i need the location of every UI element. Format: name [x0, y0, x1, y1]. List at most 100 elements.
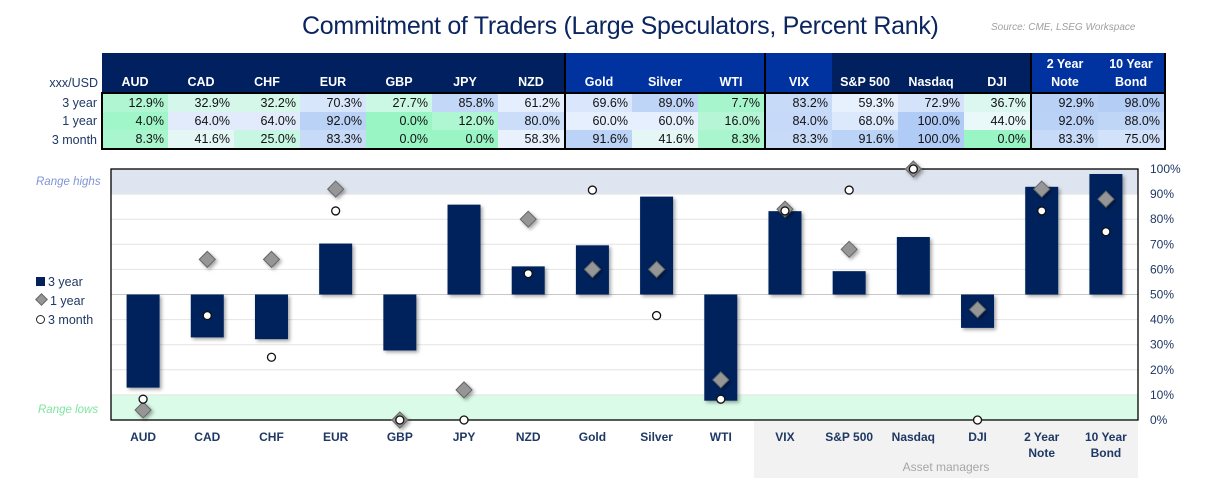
bar-3-year: [126, 294, 160, 388]
asset-managers-group-box: [754, 421, 1138, 478]
bar-3-year: [640, 196, 674, 295]
row-label: 1 year: [30, 112, 103, 130]
bar-3-year: [1025, 186, 1059, 295]
marker-3-month: [587, 185, 598, 195]
table-cell: 12.0%: [432, 112, 498, 130]
table-cell: 44.0%: [964, 112, 1031, 130]
range-highs-label: Range highs: [36, 176, 101, 188]
marker-1-year: [1033, 180, 1051, 198]
table-cell: 91.6%: [832, 130, 898, 150]
table-cell: 58.3%: [498, 130, 565, 150]
column-header: 2 Year Note: [1030, 53, 1098, 94]
bar-3-year: [254, 294, 288, 340]
x-category-label: 10 Year Bond: [1085, 430, 1127, 460]
table-cell: 75.0%: [1098, 130, 1166, 150]
marker-3-month: [844, 185, 854, 195]
table-cell: 59.3%: [832, 93, 898, 112]
row-label: 3 year: [30, 93, 103, 112]
column-header: CHF: [234, 53, 300, 94]
x-category-label: Gold: [579, 430, 606, 444]
bar-swatch-icon: [36, 277, 45, 286]
legend-item-1-year: 1 year: [35, 293, 85, 308]
bar-3-year: [832, 271, 866, 295]
table-cell: 70.3%: [300, 93, 366, 112]
x-category-label: Nasdaq: [892, 430, 935, 444]
table-cell: 16.0%: [698, 112, 765, 130]
page-title: Commitment of Traders (Large Speculators…: [302, 12, 939, 40]
table-cell: 88.0%: [1098, 112, 1166, 130]
bar-3-year: [319, 243, 353, 295]
table-cell: 85.8%: [432, 93, 498, 112]
table-cell: 84.0%: [764, 112, 832, 130]
marker-3-month: [651, 310, 662, 321]
marker-3-month: [972, 415, 983, 425]
table-cell: 8.3%: [698, 130, 765, 150]
marker-1-year: [968, 300, 987, 319]
table-cell: 0.0%: [964, 130, 1031, 150]
column-header: JPY: [432, 53, 498, 94]
table-cell: 8.3%: [102, 130, 168, 150]
table-cell: 83.3%: [1030, 130, 1098, 150]
table-cell: 100.0%: [898, 112, 964, 130]
table-cell: 41.6%: [168, 130, 234, 150]
column-header: GBP: [366, 53, 432, 94]
table-cell: 0.0%: [366, 112, 432, 130]
table-row: 1 year 4.0% 64.0% 64.0% 92.0% 0.0% 12.0% 80.0% 6…: [30, 112, 1166, 130]
source-note: Source: CME, LSEG Workspace: [991, 22, 1136, 33]
marker-1-year: [326, 180, 345, 198]
marker-3-month: [266, 352, 277, 362]
x-category-label: Silver: [640, 430, 673, 444]
table-cell: 41.6%: [632, 130, 698, 150]
bar-3-year: [447, 204, 481, 295]
x-category-label: VIX: [775, 430, 794, 444]
marker-3-month: [523, 269, 533, 279]
table-cell: 0.0%: [432, 130, 498, 150]
table-cell: 83.2%: [764, 93, 832, 112]
column-header: Gold: [564, 53, 632, 94]
table-cell: 64.0%: [234, 112, 300, 130]
column-header: 10 Year Bond: [1098, 53, 1166, 94]
legend-label: 1 year: [50, 294, 85, 308]
marker-1-year: [583, 260, 602, 279]
marker-1-year: [519, 210, 537, 228]
y-tick-label: 60%: [1150, 262, 1174, 276]
table-cell: 91.6%: [564, 130, 632, 150]
legend-item-3-month: 3 month: [36, 313, 93, 327]
table-cell: 83.3%: [764, 130, 832, 150]
table-cell: 64.0%: [168, 112, 234, 130]
table-cell: 83.3%: [300, 130, 366, 150]
x-category-label: CHF: [259, 430, 284, 444]
range-highs-band: [111, 169, 1138, 195]
column-header: S&P 500: [832, 53, 898, 94]
table-cell: 69.6%: [564, 93, 632, 112]
y-tick-label: 20%: [1150, 363, 1174, 377]
x-category-label: JPY: [453, 430, 476, 444]
marker-1-year: [840, 240, 858, 259]
table-cell: 36.7%: [964, 93, 1031, 112]
asset-managers-label: Asset managers: [902, 460, 990, 474]
column-header: Silver: [632, 53, 698, 94]
table-cell: 98.0%: [1098, 93, 1166, 112]
table-cell: 61.2%: [498, 93, 565, 112]
marker-1-year: [455, 381, 473, 399]
marker-1-year: [712, 371, 730, 389]
table-cell: 72.9%: [898, 93, 964, 112]
circle-swatch-icon: [36, 315, 45, 324]
marker-3-month: [1037, 206, 1047, 216]
column-header: WTI: [698, 53, 765, 94]
marker-3-month: [716, 394, 726, 404]
table-cell: 80.0%: [498, 112, 565, 130]
range-lows-band: [111, 394, 1138, 420]
marker-1-year: [1097, 190, 1115, 208]
legend-label: 3 year: [48, 275, 83, 289]
x-category-label: S&P 500: [825, 430, 873, 444]
marker-3-month: [202, 310, 212, 321]
label-line: 10 Year: [1085, 430, 1127, 444]
bar-3-year: [383, 294, 417, 351]
x-category-label: GBP: [387, 430, 413, 444]
x-category-label: EUR: [323, 430, 349, 444]
label-line: 2 Year: [1024, 430, 1059, 444]
x-category-label: AUD: [130, 430, 156, 444]
